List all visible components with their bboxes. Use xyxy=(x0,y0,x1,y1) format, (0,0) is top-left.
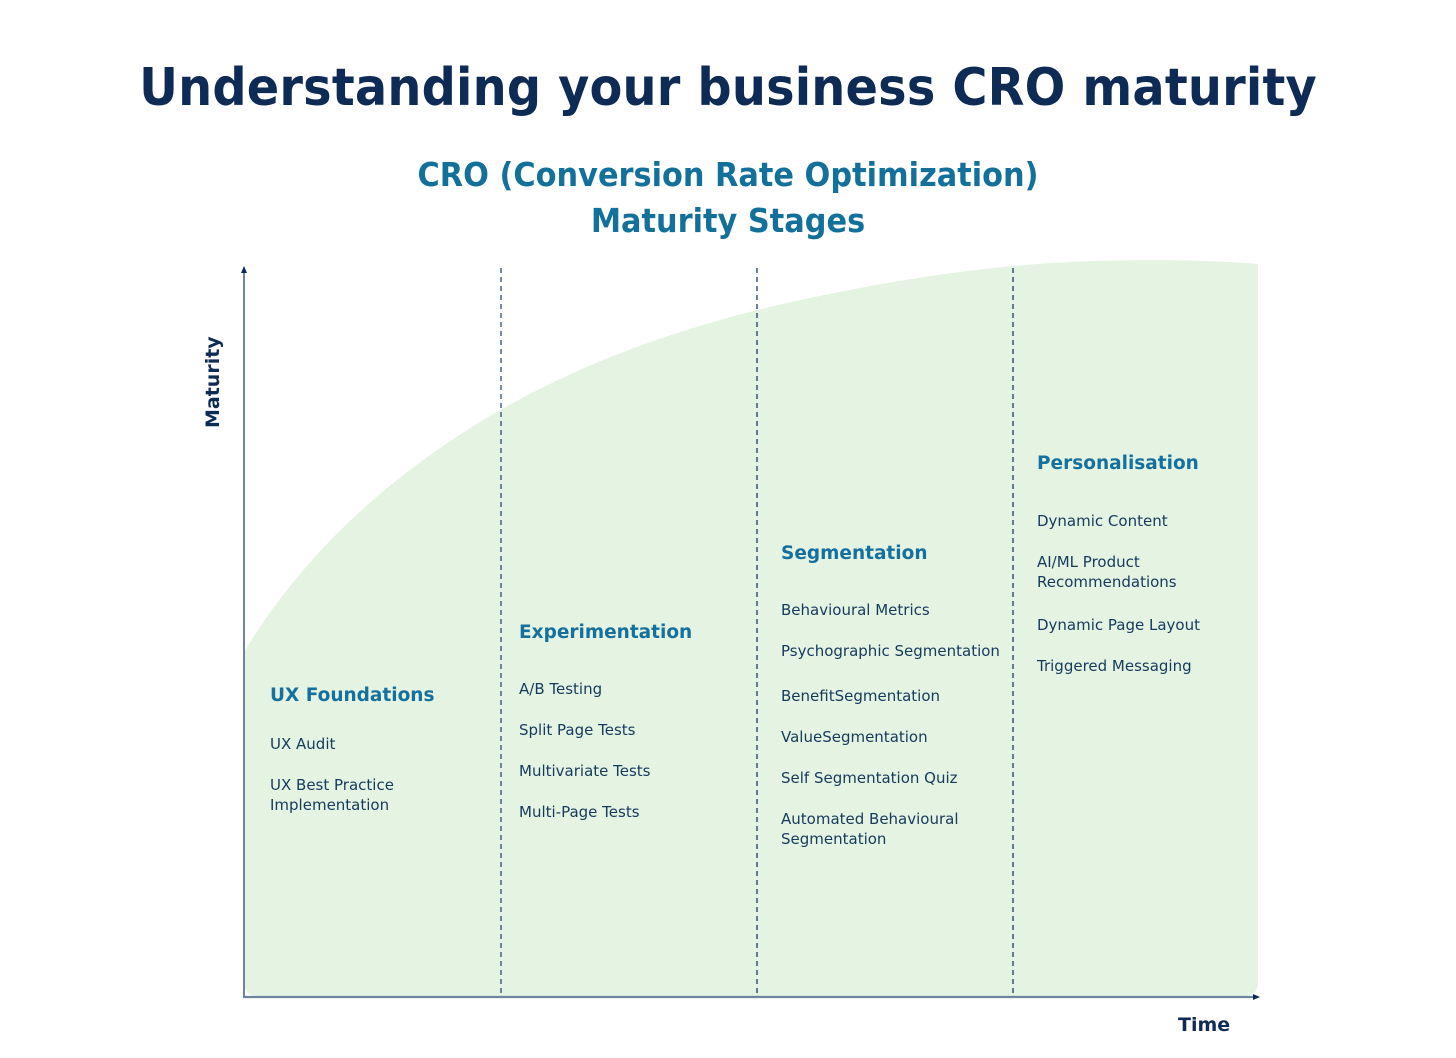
stage-personalisation: Personalisation Dynamic Content AI/ML Pr… xyxy=(1037,453,1267,676)
stage-title: UX Foundations xyxy=(270,685,435,706)
stage-title: Segmentation xyxy=(781,543,928,564)
y-axis-label: Maturity xyxy=(202,336,224,428)
stage-experimentation: Experimentation A/B Testing Split Page T… xyxy=(519,622,749,822)
stage-title: Personalisation xyxy=(1037,453,1199,474)
stage-item-list: Behavioural Metrics Psychographic Segmen… xyxy=(781,600,1011,849)
maturity-area xyxy=(244,260,1258,996)
stage-item: AI/ML Product Recommendations xyxy=(1037,553,1177,591)
stage-item-list: Dynamic Content AI/ML Product Recommenda… xyxy=(1037,511,1267,676)
stage-item: Behavioural Metrics xyxy=(781,601,930,619)
stage-item: UX Best Practice Implementation xyxy=(270,776,394,814)
stage-item: A/B Testing xyxy=(519,680,603,698)
stage-item: Dynamic Content xyxy=(1037,512,1168,530)
stage-item: Multivariate Tests xyxy=(519,762,651,780)
stage-item: Dynamic Page Layout xyxy=(1037,616,1200,634)
stage-item: ValueSegmentation xyxy=(781,728,928,746)
y-axis-arrow-icon xyxy=(241,266,247,273)
subtitle-line-1: CRO (Conversion Rate Optimization) xyxy=(417,155,1039,194)
stage-title: Experimentation xyxy=(519,622,693,643)
stage-item: Multi-Page Tests xyxy=(519,803,640,821)
stage-item: Split Page Tests xyxy=(519,721,636,739)
stage-item-list: UX Audit UX Best Practice Implementation xyxy=(270,734,500,815)
stage-item: BenefitSegmentation xyxy=(781,687,941,705)
stage-ux-foundations: UX Foundations UX Audit UX Best Practice… xyxy=(270,685,500,815)
stage-item: Self Segmentation Quiz xyxy=(781,769,958,787)
stage-segmentation: Segmentation Behavioural Metrics Psychog… xyxy=(781,543,1011,849)
stage-item: UX Audit xyxy=(270,735,336,753)
subtitle-line-2: Maturity Stages xyxy=(590,201,866,240)
x-axis-arrow-icon xyxy=(1253,994,1260,1000)
x-axis-label: Time xyxy=(1178,1014,1231,1036)
stage-item-list: A/B Testing Split Page Tests Multivariat… xyxy=(519,679,749,822)
stage-item: Triggered Messaging xyxy=(1037,657,1192,675)
page-title: Understanding your business CRO maturity xyxy=(139,58,1317,118)
chart-subtitle: CRO (Conversion Rate Optimization) Matur… xyxy=(58,152,1398,244)
stage-item: Psychographic Segmentation xyxy=(781,642,1000,660)
stage-item: Automated Behavioural Segmentation xyxy=(781,810,959,848)
